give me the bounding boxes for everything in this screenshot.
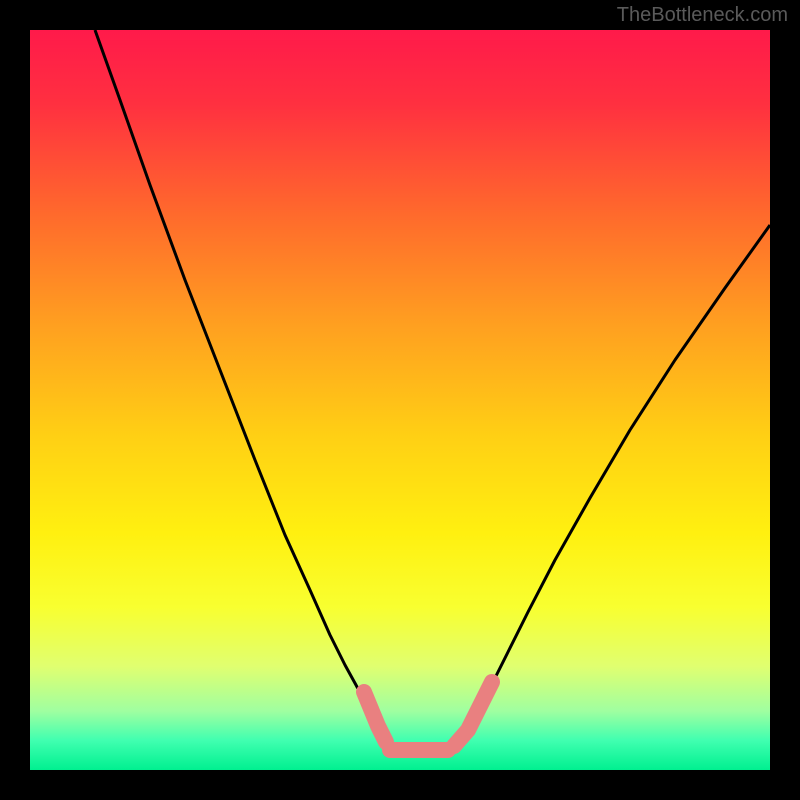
plot-area: [30, 30, 770, 770]
watermark-text: TheBottleneck.com: [617, 4, 788, 27]
chart-svg: [30, 30, 770, 770]
chart-container: TheBottleneck.com: [0, 0, 800, 800]
gradient-background: [30, 30, 770, 770]
